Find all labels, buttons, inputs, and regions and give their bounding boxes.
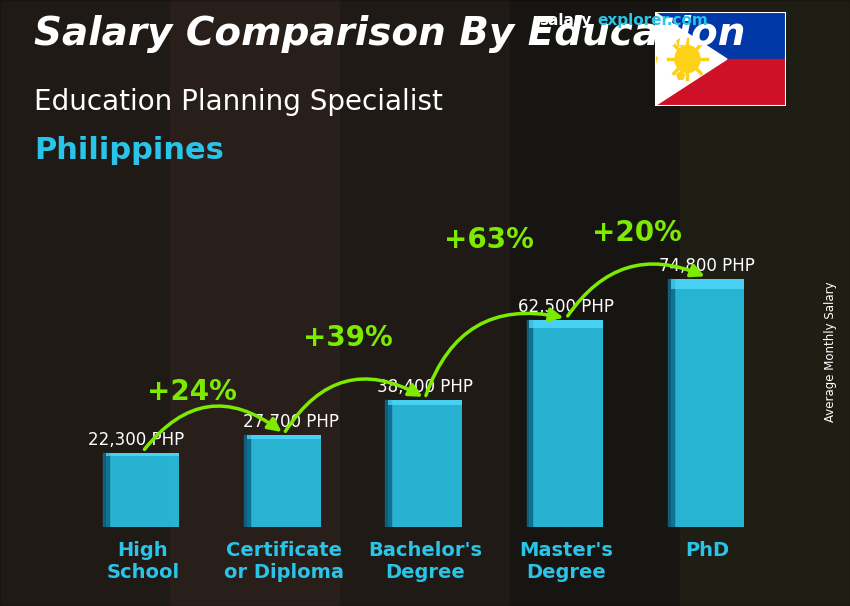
Text: Average Monthly Salary: Average Monthly Salary — [824, 281, 837, 422]
Bar — [510, 0, 680, 606]
Bar — [680, 0, 850, 606]
Text: 62,500 PHP: 62,500 PHP — [518, 298, 615, 316]
Text: 74,800 PHP: 74,800 PHP — [660, 257, 755, 275]
Text: +24%: +24% — [147, 378, 237, 406]
Bar — [247, 435, 320, 439]
Bar — [170, 0, 340, 606]
Bar — [671, 279, 744, 527]
Text: 27,700 PHP: 27,700 PHP — [243, 413, 339, 431]
Bar — [0, 0, 170, 606]
Text: 22,300 PHP: 22,300 PHP — [88, 431, 184, 449]
Text: +39%: +39% — [303, 324, 392, 353]
Circle shape — [675, 45, 700, 73]
Bar — [654, 12, 786, 59]
Bar — [103, 453, 109, 527]
Bar — [671, 279, 744, 289]
Bar — [388, 400, 462, 405]
Polygon shape — [654, 12, 727, 106]
Text: 38,400 PHP: 38,400 PHP — [377, 378, 473, 396]
Bar — [654, 59, 786, 106]
Bar — [106, 453, 179, 456]
Text: Education Planning Specialist: Education Planning Specialist — [34, 88, 443, 116]
Bar — [530, 320, 603, 527]
Text: salary: salary — [540, 13, 592, 28]
Bar — [340, 0, 510, 606]
Polygon shape — [649, 55, 657, 62]
Polygon shape — [677, 72, 684, 79]
Text: explorer.com: explorer.com — [598, 13, 708, 28]
Text: +20%: +20% — [592, 219, 682, 247]
Bar — [530, 320, 603, 328]
Bar — [388, 400, 462, 527]
Polygon shape — [677, 38, 684, 45]
Text: Philippines: Philippines — [34, 136, 224, 165]
Bar — [244, 435, 250, 527]
Bar — [385, 400, 391, 527]
Bar — [106, 453, 179, 527]
Bar — [667, 279, 673, 527]
Text: Salary Comparison By Education: Salary Comparison By Education — [34, 15, 745, 53]
Bar — [247, 435, 320, 527]
Bar — [526, 320, 532, 527]
Text: +63%: +63% — [444, 226, 534, 255]
